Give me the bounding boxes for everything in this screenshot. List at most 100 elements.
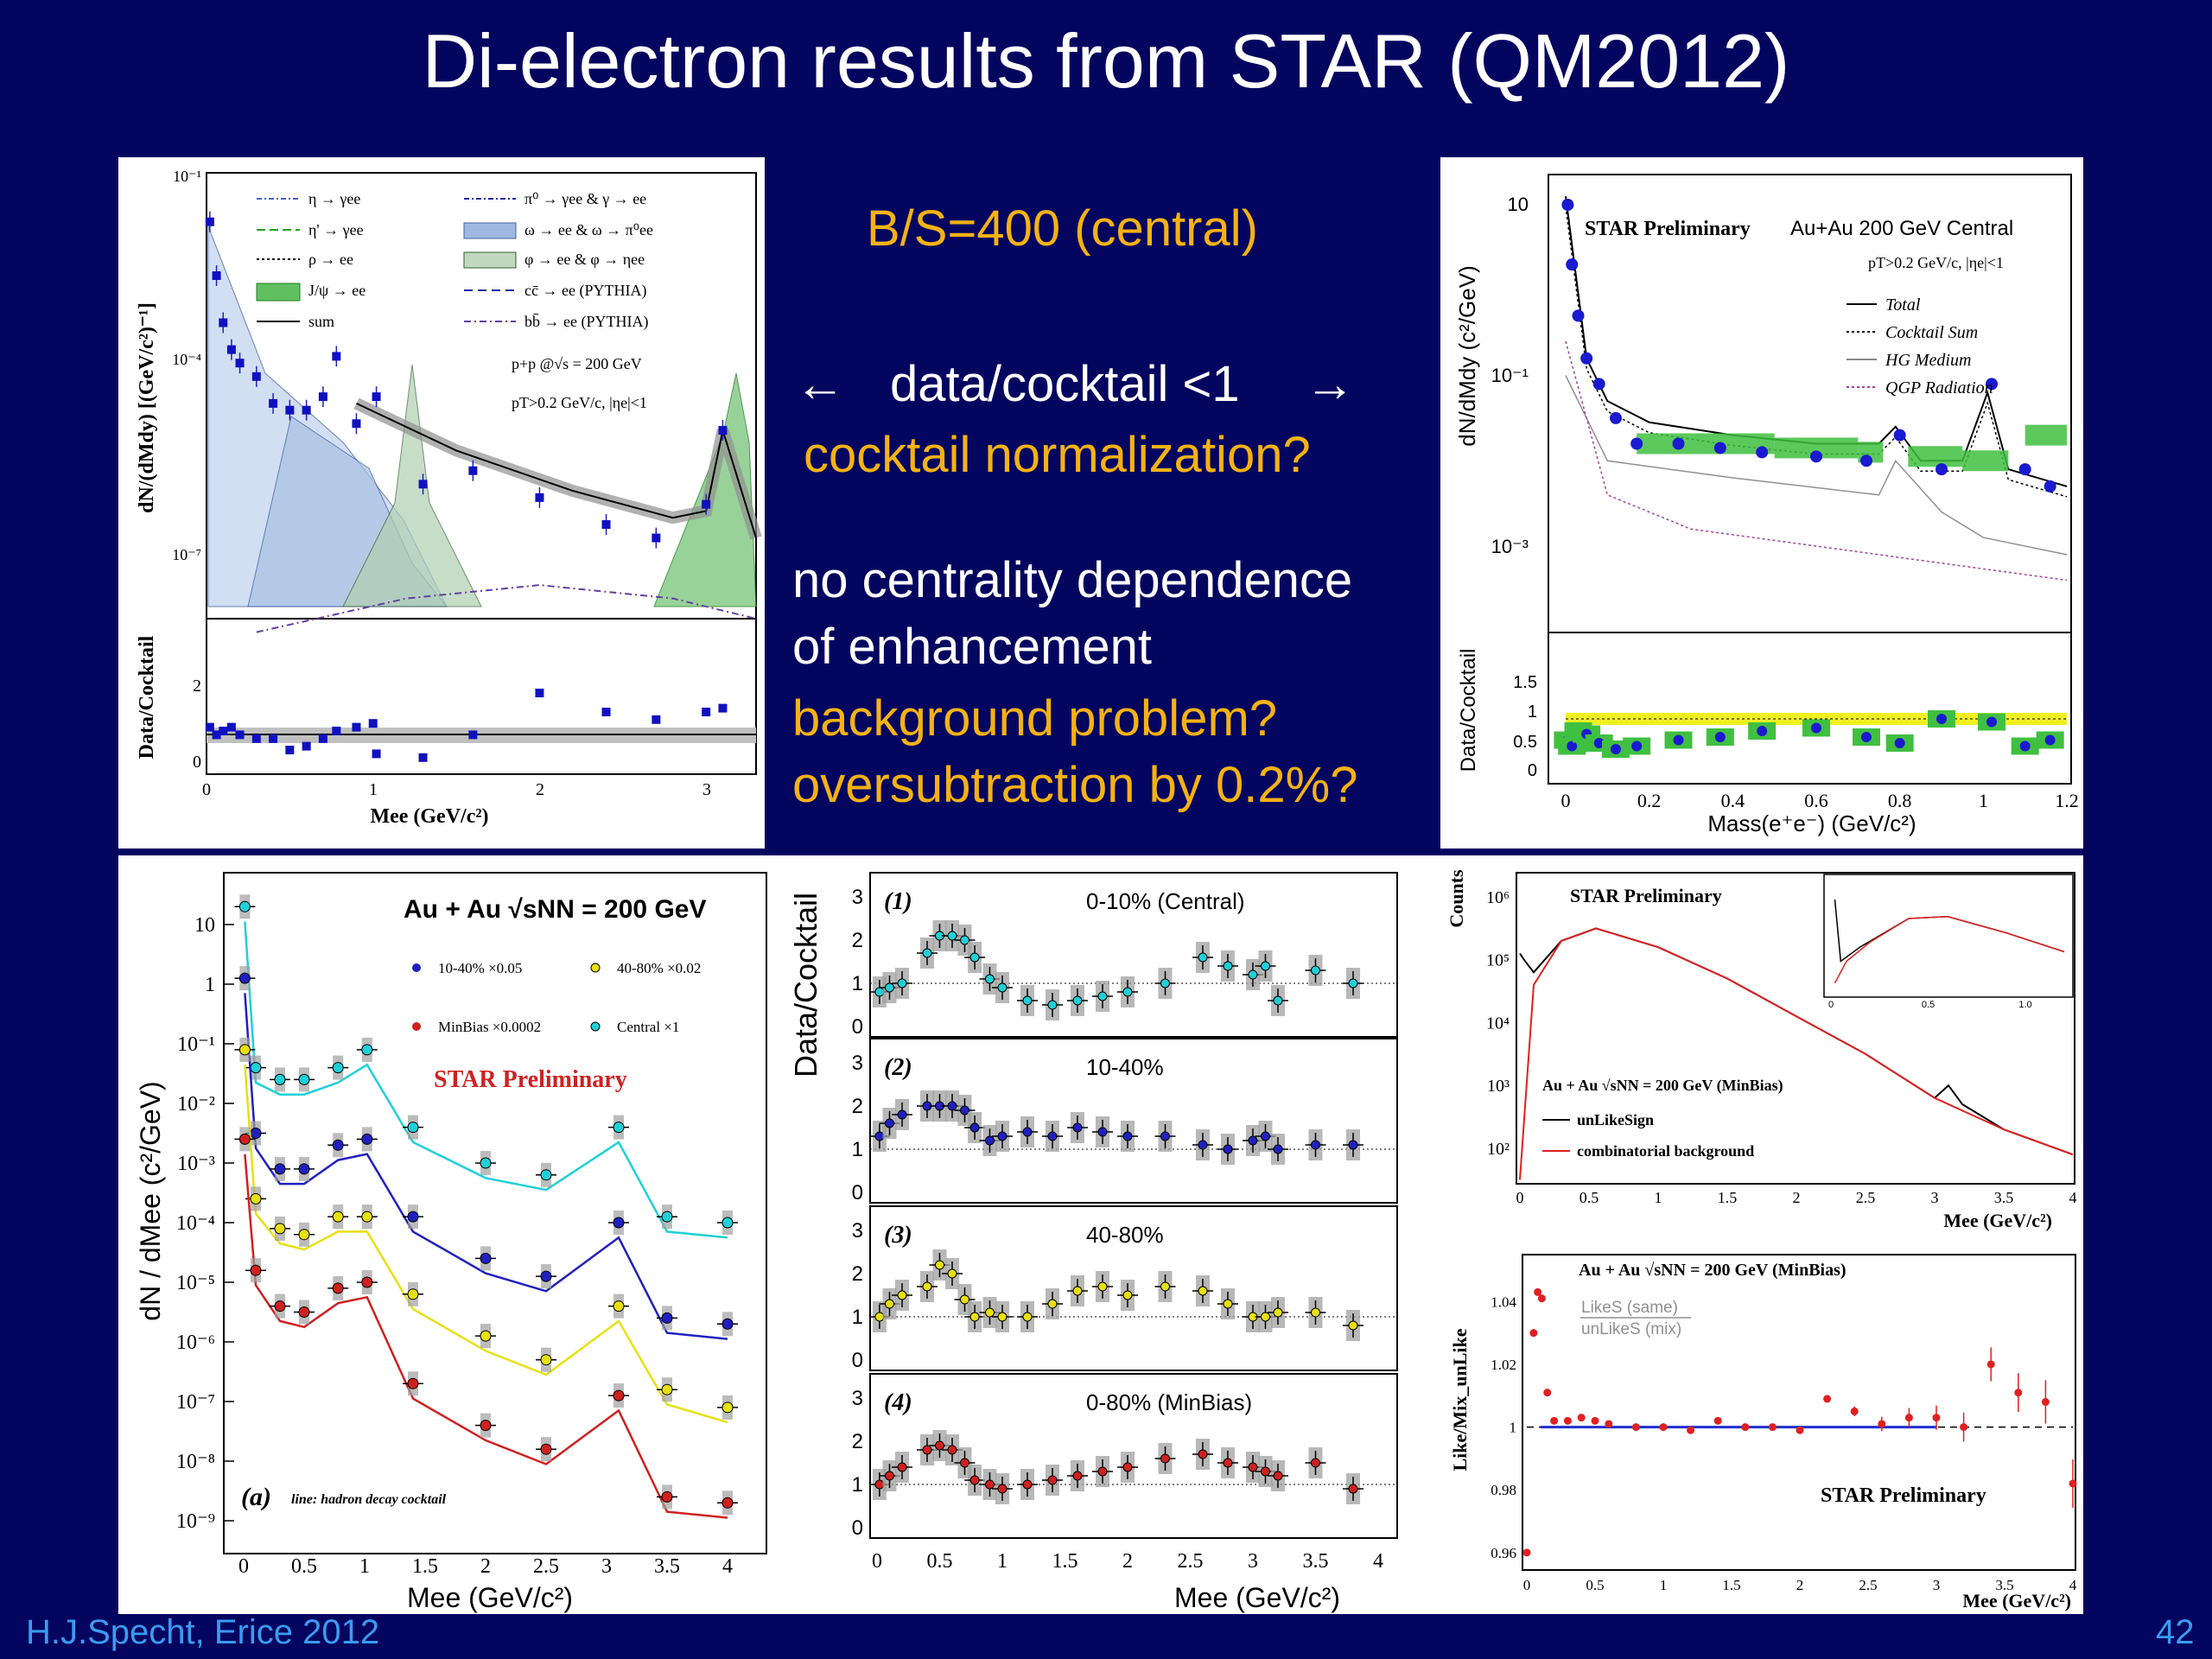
- ratio-point: [1097, 991, 1108, 1001]
- ratio-ytick: 3: [852, 1219, 863, 1243]
- pp-point: [332, 352, 341, 361]
- ac-sys-box: [2024, 424, 2067, 446]
- cent-cocktail-line: [244, 921, 728, 1239]
- bg-xtick: 1: [1655, 1189, 1662, 1206]
- ratio-point: [997, 1484, 1007, 1494]
- centrality-note-line1: no centrality dependence: [792, 552, 1353, 608]
- ratio-point: [1248, 1135, 1258, 1146]
- ratio-point: [947, 1445, 957, 1455]
- cent-ytick: 10: [194, 914, 215, 937]
- pp-legend-entry: π⁰ → γee & γ → ee: [524, 190, 646, 207]
- ratio-ytick: 3: [852, 1387, 863, 1410]
- ratio-ytick: 0: [852, 1181, 863, 1205]
- bg-ytick: 10³: [1487, 1077, 1510, 1096]
- lm-xtick: 3.5: [1995, 1577, 2013, 1593]
- lm-point: [1741, 1423, 1750, 1432]
- ratio-point: [885, 1118, 894, 1128]
- ratio-ytick: 3: [852, 886, 863, 909]
- cent-point: [361, 1276, 373, 1288]
- pp-frame: [206, 172, 757, 775]
- cent-point: [332, 1211, 344, 1223]
- cent-point: [540, 1354, 552, 1366]
- pp-point: [219, 318, 228, 327]
- lm-point: [1591, 1416, 1599, 1425]
- cent-point: [361, 1044, 373, 1056]
- ratio-ylabel: Data/Cocktail: [788, 893, 823, 1077]
- ratio-subpanel-label: (2): [884, 1054, 912, 1081]
- bg-system-label: Au + Au √sNN = 200 GeV (MinBias): [1542, 1077, 1783, 1095]
- ratio-point: [997, 1312, 1007, 1322]
- lm-ytick: 1: [1510, 1420, 1517, 1436]
- cent-point: [361, 1211, 373, 1223]
- cent-ytick: 10⁻⁹: [176, 1510, 215, 1533]
- cent-point: [480, 1330, 492, 1342]
- cent-point: [298, 1306, 310, 1318]
- pp-ratio-point: [285, 746, 295, 754]
- lm-system-label: Au + Au √sNN = 200 GeV (MinBias): [1579, 1261, 1847, 1280]
- ratio-point: [1097, 1466, 1108, 1477]
- pp-legend: η → γee π⁰ → γee & γ → ee η' → γee ω → e…: [256, 190, 653, 331]
- ac-xlabel: Mass(e⁺e⁻) (GeV/c²): [1707, 810, 1916, 836]
- pp-point: [318, 392, 327, 402]
- pp-legend-entry: η → γee: [308, 190, 360, 207]
- like-mix-panel: 1.04 1.02 1 0.98 0.96 0 0.5 1 1.5 2 2.5 3 3.5 4 Mee …: [1440, 1236, 2083, 1614]
- cent-point: [661, 1491, 673, 1503]
- ratio-ytick: 2: [852, 1430, 863, 1453]
- ratio-point: [922, 1445, 932, 1455]
- pp-ratio-tick: 2: [193, 677, 201, 696]
- pp-ratio-point: [718, 703, 728, 713]
- ratio-point: [874, 987, 885, 997]
- pp-ratio-ylabel: Data/Cocktail: [136, 635, 158, 759]
- pp-system-label: p+p @√s = 200 GeV: [512, 355, 642, 372]
- ac-point: [1592, 378, 1605, 391]
- cent-point: [613, 1389, 625, 1402]
- cent-point: [238, 1133, 251, 1145]
- lm-point: [1768, 1423, 1777, 1432]
- ratio-point: [1160, 1453, 1170, 1464]
- ratio-ytick: 0: [852, 1015, 863, 1039]
- ratio-point: [1311, 965, 1320, 976]
- cent-point: [540, 1270, 552, 1282]
- pp-ratio-point: [372, 749, 381, 759]
- cent-point: [661, 1383, 673, 1395]
- ac-ylabel: dN/dMdy (c²/GeV): [1454, 265, 1480, 447]
- ac-ytick: 10⁻³: [1491, 536, 1529, 557]
- cent-point: [407, 1122, 419, 1134]
- cent-xtick: 4: [722, 1555, 733, 1578]
- lm-ytick: 1.02: [1491, 1357, 1516, 1373]
- pp-legend-entry: φ → ee & φ → ηee: [524, 251, 645, 268]
- ratio-point: [874, 1312, 885, 1322]
- ratio-point: [1072, 1471, 1083, 1481]
- ac-point: [1713, 442, 1726, 454]
- cent-point: [332, 1139, 344, 1151]
- lm-point: [2069, 1479, 2077, 1488]
- pp-point: [205, 217, 214, 226]
- pp-ytick: 10⁻⁴: [172, 351, 201, 368]
- ratio-point: [1348, 1484, 1358, 1494]
- ac-xtick: 1.2: [2055, 790, 2079, 811]
- ratio-ytick: 1: [852, 972, 863, 995]
- pp-legend-entry: cc̄ → ee (PYTHIA): [524, 282, 646, 300]
- ratio-point: [1097, 1281, 1108, 1292]
- lm-xlabel: Mee (GeV/c²): [1962, 1590, 2071, 1611]
- ac-point: [1630, 437, 1643, 450]
- bg-ytick: 10⁵: [1486, 951, 1510, 970]
- bg-ytick: 10²: [1487, 1140, 1510, 1159]
- cent-ytick: 1: [205, 974, 215, 996]
- pp-point: [235, 359, 245, 368]
- pp-xtick: 1: [369, 780, 378, 799]
- ac-ytick: 10: [1508, 194, 1529, 215]
- ratio-point: [1348, 1320, 1358, 1331]
- cent-point: [721, 1318, 734, 1330]
- ratio-point: [1311, 1307, 1320, 1318]
- cent-ytick: 10⁻⁷: [176, 1391, 215, 1414]
- lm-point: [1563, 1416, 1572, 1425]
- pp-point: [285, 405, 295, 415]
- ratio-xtick: 0.5: [927, 1550, 953, 1573]
- pp-ratio-tick: 0: [193, 753, 201, 772]
- cent-ytick: 10⁻⁴: [176, 1212, 215, 1235]
- cent-point: [250, 1192, 262, 1205]
- pp-ratio-point: [601, 708, 611, 716]
- oversubtraction-note: oversubtraction by 0.2%?: [792, 757, 1358, 813]
- bg-inset-tick: 1.0: [2018, 1000, 2031, 1010]
